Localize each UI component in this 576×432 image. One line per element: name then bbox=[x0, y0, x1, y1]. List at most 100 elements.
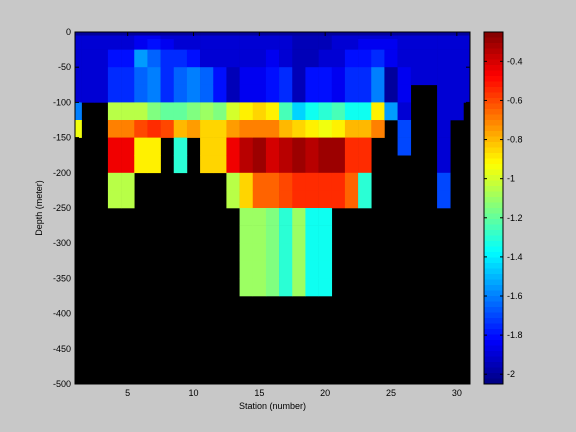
heatmap-cell bbox=[292, 155, 306, 174]
colorbar-segment bbox=[484, 103, 503, 110]
heatmap-cell bbox=[358, 32, 372, 36]
heatmap-cell bbox=[173, 137, 188, 156]
heatmap-cell bbox=[279, 225, 293, 244]
heatmap-cell bbox=[226, 120, 240, 138]
heatmap-cell bbox=[358, 67, 372, 86]
heatmap-cell bbox=[75, 39, 82, 50]
heatmap-cell bbox=[107, 172, 122, 191]
heatmap-cell bbox=[318, 243, 333, 262]
heatmap-cell bbox=[450, 49, 464, 68]
heatmap-cells bbox=[75, 32, 471, 297]
colorbar-segment bbox=[484, 224, 503, 231]
heatmap-cell bbox=[410, 35, 425, 40]
heatmap-cell bbox=[121, 102, 135, 121]
heatmap-cell bbox=[213, 35, 227, 40]
y-tick-label: -350 bbox=[53, 273, 71, 283]
colorbar-segment bbox=[484, 114, 503, 121]
y-tick-label: -450 bbox=[53, 344, 71, 354]
heatmap-cell bbox=[331, 49, 346, 68]
x-tick-label: 20 bbox=[320, 388, 330, 398]
colorbar-segment bbox=[484, 59, 503, 66]
heatmap-cell bbox=[292, 49, 306, 68]
heatmap-cell bbox=[371, 39, 385, 50]
heatmap-cell bbox=[344, 190, 359, 209]
heatmap-cell bbox=[318, 137, 333, 156]
y-tick-label: -100 bbox=[53, 97, 71, 107]
heatmap-cell bbox=[265, 172, 280, 191]
heatmap-cell bbox=[107, 35, 122, 40]
heatmap-cell bbox=[239, 120, 254, 138]
heatmap-cell bbox=[213, 84, 227, 103]
heatmap-cell bbox=[134, 35, 148, 40]
heatmap-cell bbox=[107, 102, 122, 121]
heatmap-cell bbox=[75, 102, 82, 121]
heatmap-cell bbox=[81, 67, 96, 86]
heatmap-cell bbox=[397, 32, 412, 36]
x-tick-label: 30 bbox=[452, 388, 462, 398]
heatmap-cell bbox=[358, 49, 372, 68]
heatmap-cell bbox=[94, 49, 109, 68]
heatmap-cell bbox=[358, 172, 372, 191]
heatmap-cell bbox=[371, 102, 385, 121]
heatmap-cell bbox=[265, 84, 280, 103]
heatmap-cell bbox=[200, 137, 214, 156]
heatmap-cell bbox=[81, 84, 96, 103]
heatmap-cell bbox=[265, 120, 280, 138]
heatmap-cell bbox=[200, 32, 214, 36]
heatmap-cell bbox=[173, 120, 188, 138]
heatmap-cell bbox=[305, 102, 319, 121]
heatmap-cell bbox=[279, 155, 293, 174]
heatmap-cell bbox=[318, 260, 333, 279]
heatmap-cell bbox=[279, 208, 293, 226]
x-tick-label: 5 bbox=[125, 388, 130, 398]
colorbar-segment bbox=[484, 92, 503, 99]
heatmap-cell bbox=[81, 32, 96, 36]
heatmap-cell bbox=[134, 120, 148, 138]
heatmap-cell bbox=[344, 102, 359, 121]
heatmap-cell bbox=[121, 190, 135, 209]
heatmap-cell bbox=[318, 278, 333, 297]
heatmap-cell bbox=[213, 120, 227, 138]
heatmap-cell bbox=[226, 102, 240, 121]
heatmap-cell bbox=[384, 84, 398, 103]
colorbar-segment bbox=[484, 37, 503, 44]
heatmap-cell bbox=[134, 137, 148, 156]
heatmap-cell bbox=[437, 84, 451, 103]
heatmap-cell bbox=[292, 243, 306, 262]
y-tick-label: -300 bbox=[53, 238, 71, 248]
heatmap-cell bbox=[239, 67, 254, 86]
heatmap-cell bbox=[121, 137, 135, 156]
heatmap-cell bbox=[265, 243, 280, 262]
heatmap-cell bbox=[318, 49, 333, 68]
heatmap-cell bbox=[292, 260, 306, 279]
heatmap-cell bbox=[200, 67, 214, 86]
colorbar-tick-label: -2 bbox=[507, 369, 515, 379]
heatmap-cell bbox=[305, 35, 319, 40]
heatmap-cell bbox=[252, 208, 267, 226]
heatmap-cell bbox=[358, 84, 372, 103]
heatmap-cell bbox=[239, 190, 254, 209]
heatmap-cell bbox=[463, 84, 471, 103]
colorbar-segment bbox=[484, 87, 503, 93]
heatmap-cell bbox=[121, 49, 135, 68]
x-axis-label: Station (number) bbox=[239, 401, 306, 411]
heatmap-cell bbox=[226, 35, 240, 40]
heatmap-cell bbox=[147, 67, 161, 86]
heatmap-cell bbox=[384, 67, 398, 86]
heatmap-cell bbox=[279, 49, 293, 68]
heatmap-cell bbox=[358, 190, 372, 209]
heatmap-cell bbox=[147, 32, 161, 36]
heatmap-cell bbox=[318, 39, 333, 50]
heatmap-cell bbox=[75, 84, 82, 103]
heatmap-cell bbox=[186, 120, 201, 138]
colorbar-segment bbox=[484, 345, 503, 352]
colorbar-segment bbox=[484, 351, 503, 357]
heatmap-cell bbox=[384, 39, 398, 50]
heatmap-cell bbox=[371, 35, 385, 40]
heatmap-cell bbox=[107, 39, 122, 50]
heatmap-cell bbox=[265, 260, 280, 279]
heatmap-cell bbox=[318, 102, 333, 121]
heatmap-cell bbox=[239, 278, 254, 297]
heatmap-cell bbox=[200, 49, 214, 68]
heatmap-cell bbox=[371, 120, 385, 138]
